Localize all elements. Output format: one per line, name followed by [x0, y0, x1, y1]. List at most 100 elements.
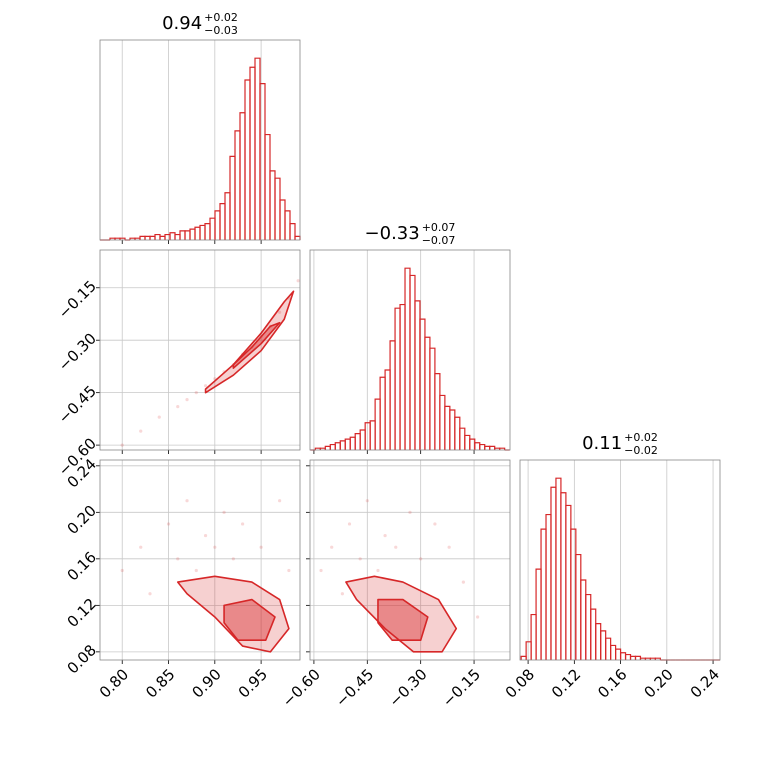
sample-point [139, 545, 143, 549]
histogram-bin [284, 210, 291, 240]
histogram-bin [154, 233, 161, 240]
title-lower-error: −0.02 [624, 444, 658, 457]
histogram-bin [184, 230, 191, 240]
sample-point [419, 557, 423, 561]
sample-point [408, 510, 412, 514]
sample-point [203, 533, 208, 538]
sample-point [394, 545, 398, 549]
histogram-bin [575, 553, 582, 660]
histogram-bin [439, 394, 446, 450]
histogram-bin [359, 429, 366, 450]
x-tick-label: −0.30 [385, 665, 430, 710]
histogram-bin [409, 274, 416, 450]
y-tick-label: −0.45 [55, 382, 100, 427]
histogram-bin [244, 79, 251, 240]
sample-point [120, 443, 124, 447]
sample-point [240, 522, 245, 526]
histogram-bin [204, 223, 211, 240]
histogram-bin [289, 223, 296, 240]
sample-point [383, 533, 387, 538]
histogram-bin [164, 233, 171, 240]
y-tick-label: −0.30 [55, 329, 100, 374]
histogram-bin [590, 608, 597, 660]
histogram-bin [595, 623, 602, 660]
sample-point [213, 545, 217, 549]
title-upper-error: +0.02 [204, 11, 238, 24]
histogram-bin [279, 199, 286, 240]
histogram-bin [555, 477, 562, 660]
histogram-bin [334, 442, 341, 450]
sample-point [278, 310, 282, 314]
histogram-bin [484, 445, 491, 450]
panel-frame [519, 459, 721, 661]
histogram-bin [525, 641, 532, 660]
histogram-bin [545, 513, 552, 660]
histogram-bin [449, 409, 456, 450]
histogram-bin [634, 655, 642, 660]
sample-point [231, 557, 235, 561]
title-lower-error: −0.07 [422, 234, 456, 247]
x-tick-label: 0.08 [502, 665, 538, 701]
x-tick-label: 0.20 [640, 665, 676, 701]
sample-point [287, 568, 291, 573]
sample-point [120, 568, 124, 573]
histogram-bin [530, 613, 537, 660]
histogram-bin [249, 66, 256, 240]
histogram-bin [454, 416, 461, 450]
histogram-bin [610, 644, 617, 660]
y-tick-label: 0.20 [64, 502, 100, 538]
histogram-bin [520, 655, 527, 660]
histogram-bin [389, 340, 396, 450]
histogram-bin [624, 653, 632, 660]
histogram-bin [434, 373, 441, 450]
histogram-bin [535, 568, 542, 660]
histogram-bin [619, 652, 627, 660]
histogram-bin [264, 133, 271, 240]
histogram-bin [585, 593, 592, 660]
panel-frame [99, 39, 301, 241]
title-lower-error: −0.03 [204, 24, 238, 37]
histogram-bin [459, 427, 466, 450]
histogram-bin [144, 235, 151, 240]
sample-point [139, 429, 143, 433]
panel-title: 0.11 [582, 433, 622, 454]
histogram-bin [540, 528, 547, 660]
sample-point [296, 279, 300, 283]
panel-frame [99, 249, 301, 451]
sample-point [176, 557, 180, 561]
contour-level [232, 321, 281, 369]
x-tick-label: 0.85 [142, 665, 178, 701]
x-tick-label: 0.80 [96, 665, 132, 701]
histogram-bin [194, 226, 201, 240]
histogram-bin [369, 420, 376, 450]
sample-point [148, 592, 152, 596]
x-tick-label: −0.15 [439, 665, 484, 710]
histogram-bin [219, 203, 226, 240]
sample-point [365, 499, 369, 503]
histogram-bin [209, 217, 216, 240]
sample-point [222, 510, 226, 514]
histogram-bin [214, 210, 221, 240]
panel-frame [309, 249, 511, 451]
sample-point [347, 522, 352, 526]
panel-frame [99, 459, 301, 661]
sample-point [476, 615, 480, 619]
y-tick-label: 0.08 [64, 641, 100, 677]
histogram-bin [600, 630, 607, 660]
sample-point [278, 499, 282, 503]
histogram-bin [580, 579, 587, 660]
contour-level [377, 598, 429, 642]
title-upper-error: +0.02 [624, 431, 658, 444]
sample-point [376, 568, 380, 573]
contour-level [223, 598, 276, 642]
histogram-bin [394, 307, 401, 450]
sample-point [176, 405, 180, 409]
histogram-bin [119, 237, 126, 240]
sample-point [447, 545, 451, 549]
histogram-bin [199, 224, 206, 240]
histogram-bin [294, 235, 301, 240]
histogram-bin [229, 155, 236, 240]
histogram-bin [615, 648, 622, 660]
histogram-bin [565, 504, 572, 660]
x-tick-label: −0.45 [332, 665, 377, 710]
